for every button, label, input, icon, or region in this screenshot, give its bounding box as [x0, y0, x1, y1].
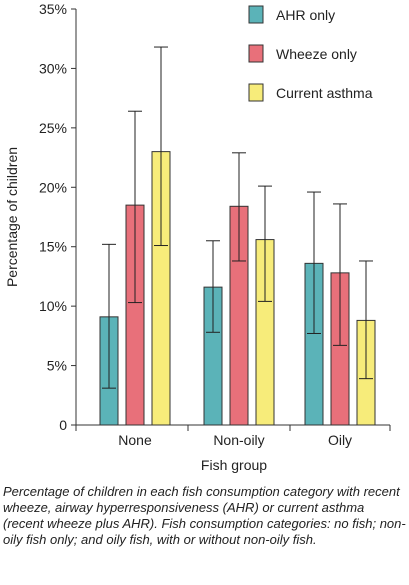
y-tick-label: 30%: [39, 60, 67, 76]
y-tick-label: 10%: [39, 298, 67, 314]
legend-label: Current asthma: [276, 85, 373, 101]
y-tick-label: 5%: [47, 358, 67, 374]
legend-label: AHR only: [276, 7, 335, 23]
legend-swatch: [248, 83, 264, 102]
y-tick-label: 20%: [39, 179, 67, 195]
x-axis: None Non-oily Oily: [75, 424, 391, 448]
bars: [99, 151, 376, 426]
legend-label: Wheeze only: [276, 46, 357, 62]
x-tick-label: Non-oily: [213, 432, 264, 448]
y-tick-label: 15%: [39, 239, 67, 255]
x-tick-label: Oily: [328, 432, 352, 448]
x-axis-label: Fish group: [201, 457, 267, 473]
y-axis-label: Percentage of children: [4, 147, 20, 287]
y-axis: 0 5% 10% 15% 20% 25% 30% 35%: [39, 1, 77, 433]
legend: AHR only Wheeze only Current asthma: [248, 5, 373, 102]
y-tick-label: 25%: [39, 120, 67, 136]
bar-chart: 0 5% 10% 15% 20% 25% 30% 35% None Non-oily Oily A…: [4, 1, 391, 473]
legend-swatch: [248, 44, 264, 63]
figure-caption: Percentage of children in each fish cons…: [3, 484, 406, 547]
y-tick-label: 35%: [39, 1, 67, 17]
legend-swatch: [248, 5, 264, 24]
x-tick-label: None: [118, 432, 152, 448]
error-bars: [102, 46, 373, 389]
y-tick-label: 0: [59, 417, 67, 433]
